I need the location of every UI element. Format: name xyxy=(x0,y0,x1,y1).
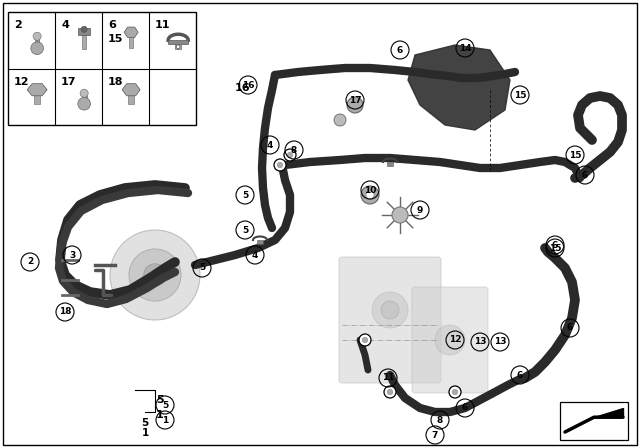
Text: 5: 5 xyxy=(242,225,248,234)
Bar xyxy=(34,90,40,104)
Text: 18: 18 xyxy=(59,307,71,316)
Circle shape xyxy=(78,98,90,110)
Circle shape xyxy=(452,389,458,395)
Bar xyxy=(35,38,39,48)
Text: 11: 11 xyxy=(155,20,170,30)
Text: 6: 6 xyxy=(567,323,573,332)
Text: 8: 8 xyxy=(437,415,443,425)
Bar xyxy=(78,28,90,35)
Text: 17: 17 xyxy=(61,77,77,86)
Text: 1: 1 xyxy=(141,428,148,438)
Text: 9: 9 xyxy=(417,206,423,215)
Circle shape xyxy=(284,149,296,161)
Circle shape xyxy=(144,264,166,286)
Text: 12: 12 xyxy=(449,336,461,345)
Circle shape xyxy=(361,186,379,204)
Text: 18: 18 xyxy=(108,77,124,86)
Text: 15: 15 xyxy=(108,34,124,44)
Text: 5: 5 xyxy=(162,401,168,409)
Text: 6: 6 xyxy=(552,241,558,250)
Polygon shape xyxy=(408,45,510,130)
Circle shape xyxy=(129,249,181,301)
FancyBboxPatch shape xyxy=(339,257,441,383)
Text: 6: 6 xyxy=(397,46,403,55)
Text: 4: 4 xyxy=(252,250,258,259)
Circle shape xyxy=(387,389,393,395)
Bar xyxy=(175,44,181,49)
Bar xyxy=(168,40,188,44)
Circle shape xyxy=(347,97,363,113)
Circle shape xyxy=(31,42,44,55)
Text: 16: 16 xyxy=(242,81,254,90)
Text: 4: 4 xyxy=(267,141,273,150)
Text: 15: 15 xyxy=(548,244,561,253)
Circle shape xyxy=(110,230,200,320)
Text: 15: 15 xyxy=(569,151,581,159)
Text: 11: 11 xyxy=(381,374,394,383)
Text: 6: 6 xyxy=(462,404,468,413)
Text: 6: 6 xyxy=(517,370,523,379)
Text: 13: 13 xyxy=(474,337,486,346)
Polygon shape xyxy=(122,84,140,96)
Text: 15: 15 xyxy=(514,90,526,99)
Text: 5: 5 xyxy=(141,418,148,428)
Text: 10: 10 xyxy=(364,185,376,194)
Text: 5: 5 xyxy=(156,395,164,405)
Text: 7: 7 xyxy=(432,431,438,439)
Bar xyxy=(82,95,86,104)
Circle shape xyxy=(384,386,396,398)
Circle shape xyxy=(33,32,41,40)
Text: 6: 6 xyxy=(582,171,588,180)
Text: 5: 5 xyxy=(242,190,248,199)
Text: 3: 3 xyxy=(69,250,75,259)
Circle shape xyxy=(80,89,88,97)
Bar xyxy=(128,90,134,104)
Text: 1: 1 xyxy=(156,410,164,420)
Circle shape xyxy=(449,386,461,398)
Bar xyxy=(82,31,86,49)
Text: 12: 12 xyxy=(14,77,29,86)
Circle shape xyxy=(81,26,87,32)
Circle shape xyxy=(392,207,408,223)
Text: 16: 16 xyxy=(234,83,250,93)
FancyBboxPatch shape xyxy=(412,287,488,393)
Circle shape xyxy=(366,191,374,199)
Text: 2: 2 xyxy=(14,20,22,30)
Polygon shape xyxy=(27,84,47,96)
Circle shape xyxy=(274,159,286,171)
Text: 14: 14 xyxy=(459,43,471,52)
Circle shape xyxy=(287,152,292,158)
Text: 5: 5 xyxy=(199,263,205,272)
Bar xyxy=(257,240,263,244)
Circle shape xyxy=(359,334,371,346)
Circle shape xyxy=(435,325,465,355)
Circle shape xyxy=(381,301,399,319)
Text: 8: 8 xyxy=(291,146,297,155)
Circle shape xyxy=(372,292,408,328)
Circle shape xyxy=(362,337,368,343)
Polygon shape xyxy=(594,408,623,417)
Text: 17: 17 xyxy=(349,95,362,104)
Text: 6: 6 xyxy=(108,20,116,30)
Bar xyxy=(8,12,196,125)
Bar xyxy=(129,32,133,48)
Text: 4: 4 xyxy=(61,20,69,30)
Text: 13: 13 xyxy=(493,337,506,346)
Circle shape xyxy=(177,45,180,48)
Text: 1: 1 xyxy=(162,415,168,425)
Bar xyxy=(560,402,628,440)
Text: 2: 2 xyxy=(27,258,33,267)
Circle shape xyxy=(277,162,283,168)
Bar xyxy=(387,162,393,166)
Polygon shape xyxy=(124,27,138,38)
Circle shape xyxy=(334,114,346,126)
